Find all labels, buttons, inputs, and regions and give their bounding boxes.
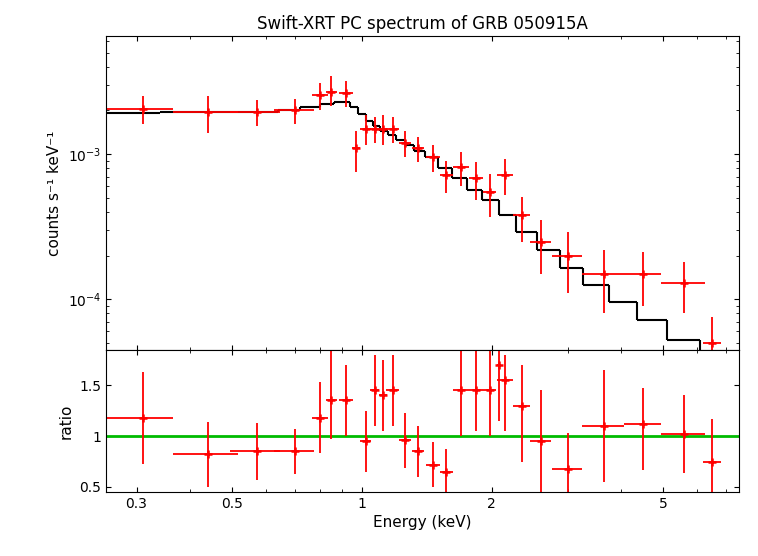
Y-axis label: counts s⁻¹ keV⁻¹: counts s⁻¹ keV⁻¹ <box>47 130 62 256</box>
Title: Swift-XRT PC spectrum of GRB 050915A: Swift-XRT PC spectrum of GRB 050915A <box>257 15 588 33</box>
Y-axis label: ratio: ratio <box>58 403 74 439</box>
X-axis label: Energy (keV): Energy (keV) <box>374 515 471 530</box>
